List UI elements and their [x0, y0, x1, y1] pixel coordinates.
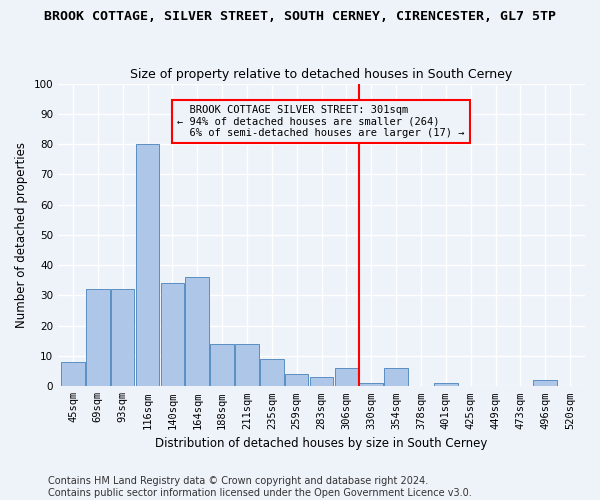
Text: Contains HM Land Registry data © Crown copyright and database right 2024.
Contai: Contains HM Land Registry data © Crown c…	[48, 476, 472, 498]
Bar	[210, 344, 234, 387]
Bar	[533, 380, 557, 386]
Bar	[161, 284, 184, 387]
Text: BROOK COTTAGE, SILVER STREET, SOUTH CERNEY, CIRENCESTER, GL7 5TP: BROOK COTTAGE, SILVER STREET, SOUTH CERN…	[44, 10, 556, 23]
Bar	[335, 368, 358, 386]
Bar	[384, 368, 408, 386]
Bar	[185, 278, 209, 386]
Bar	[136, 144, 160, 386]
Bar	[235, 344, 259, 387]
Bar	[111, 290, 134, 386]
Text: BROOK COTTAGE SILVER STREET: 301sqm
← 94% of detached houses are smaller (264)
 : BROOK COTTAGE SILVER STREET: 301sqm ← 94…	[178, 104, 465, 138]
Bar	[260, 359, 284, 386]
X-axis label: Distribution of detached houses by size in South Cerney: Distribution of detached houses by size …	[155, 437, 488, 450]
Bar	[434, 384, 458, 386]
Bar	[86, 290, 110, 386]
Bar	[310, 377, 334, 386]
Y-axis label: Number of detached properties: Number of detached properties	[15, 142, 28, 328]
Bar	[61, 362, 85, 386]
Bar	[285, 374, 308, 386]
Title: Size of property relative to detached houses in South Cerney: Size of property relative to detached ho…	[130, 68, 512, 81]
Bar	[359, 384, 383, 386]
